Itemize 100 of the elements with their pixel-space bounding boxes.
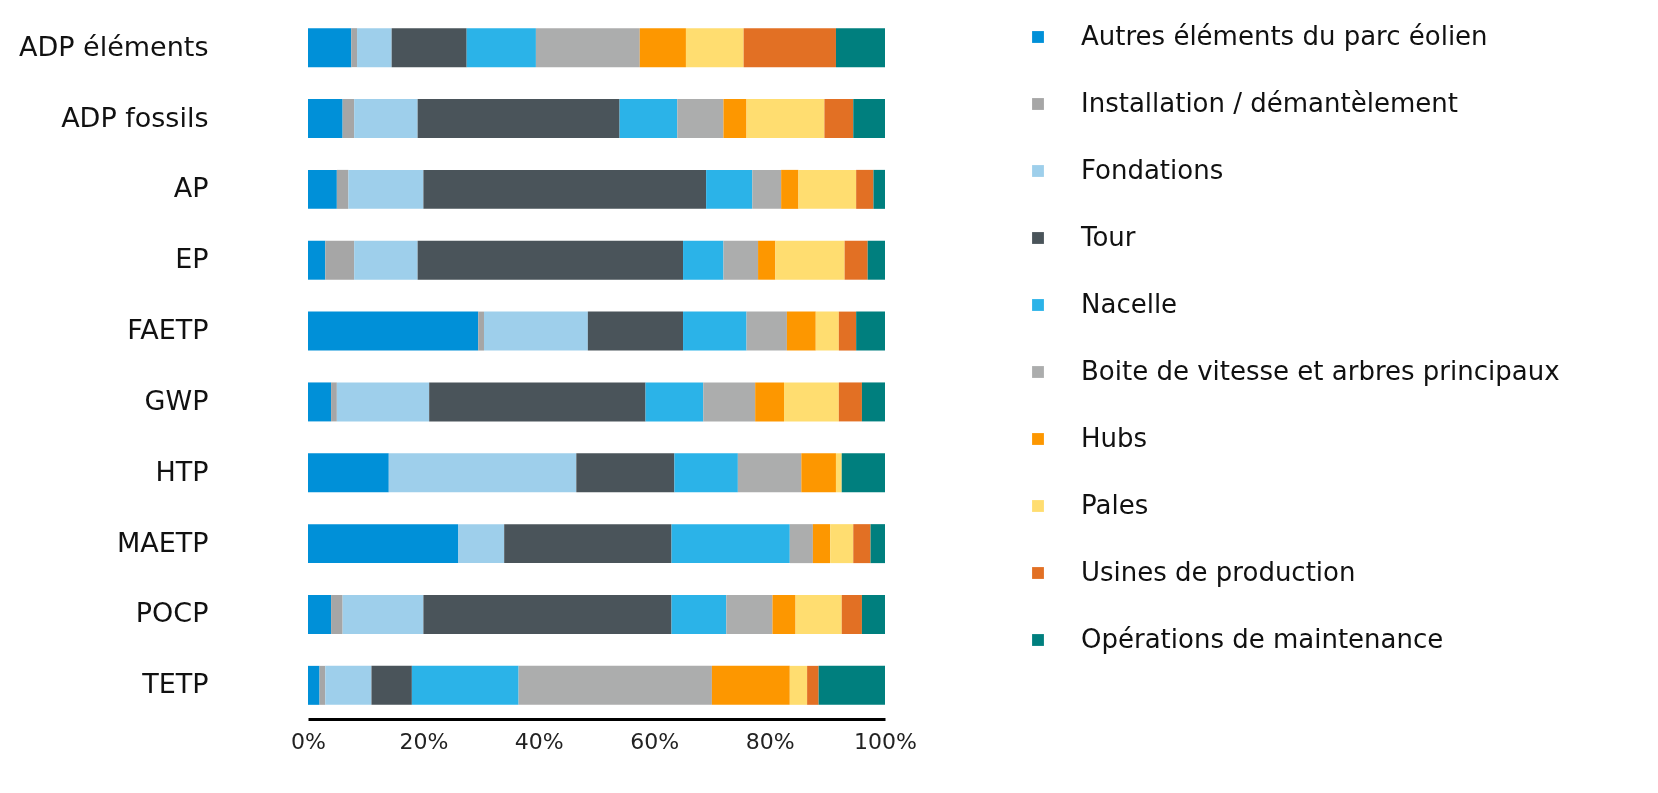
bar (789, 524, 813, 564)
bar (844, 240, 868, 280)
bar (371, 665, 412, 705)
y-tick-label: ADP fossils (61, 101, 209, 133)
x-tick-label: 60% (630, 728, 680, 754)
bar (677, 99, 724, 138)
bar (354, 99, 418, 138)
bar (331, 382, 337, 422)
x-tick-label: 40% (514, 728, 564, 754)
bar (391, 28, 467, 68)
bar (336, 382, 430, 422)
bar (458, 524, 505, 564)
bar (798, 169, 857, 209)
x-tick-label: 0% (291, 728, 326, 754)
bar (348, 169, 424, 209)
y-tick-label: MAETP (116, 526, 209, 558)
y-tick-label: POCP (135, 597, 209, 629)
y-tick-label: GWP (144, 384, 209, 416)
bar (685, 28, 744, 68)
bar (841, 453, 885, 493)
legend-label: Installation / démantèlement (1081, 88, 1458, 118)
bar (535, 28, 640, 68)
bar (838, 382, 862, 422)
bar (351, 28, 358, 68)
legend-label: Hubs (1081, 423, 1148, 453)
bar (331, 595, 343, 634)
bar (784, 382, 839, 422)
legend-label: Opérations de maintenance (1081, 624, 1444, 654)
bar (354, 240, 418, 280)
bar (357, 28, 392, 68)
x-tick-label: 80% (745, 728, 795, 754)
bar (873, 169, 885, 209)
bar (411, 665, 519, 705)
bar (786, 311, 816, 351)
bar (423, 169, 707, 209)
bar (683, 240, 724, 280)
bar (853, 524, 871, 564)
bar (478, 311, 484, 351)
bar (429, 382, 646, 422)
bar (308, 665, 320, 705)
bar (671, 524, 790, 564)
bar (518, 665, 712, 705)
bar (308, 240, 326, 280)
bar (703, 382, 756, 422)
bar (861, 595, 885, 634)
legend-label: Autres éléments du parc éolien (1081, 21, 1488, 51)
bar (726, 595, 773, 634)
y-tick-label: EP (175, 243, 209, 275)
bar (856, 311, 885, 351)
bar (576, 453, 675, 493)
bar (752, 169, 782, 209)
legend-label: Fondations (1081, 155, 1224, 185)
bar (772, 595, 796, 634)
bar (336, 169, 349, 209)
bar (504, 524, 672, 564)
bar (746, 311, 787, 351)
bar (308, 28, 352, 68)
bar (815, 311, 839, 351)
bar (645, 382, 704, 422)
legend-label: Boite de vitesse et arbres principaux (1081, 356, 1560, 386)
bar (674, 453, 738, 493)
bar (388, 453, 577, 493)
bar (325, 240, 355, 280)
bar (308, 524, 459, 564)
bar (417, 99, 620, 138)
bar (619, 99, 678, 138)
bar (807, 665, 819, 705)
bar (308, 169, 337, 209)
bar (824, 99, 854, 138)
bar (325, 665, 372, 705)
x-tick-label: 100% (854, 728, 917, 754)
bar (755, 382, 785, 422)
bar (417, 240, 684, 280)
bar (775, 240, 845, 280)
bar (671, 595, 727, 634)
bar (781, 169, 799, 209)
bar (830, 524, 854, 564)
bar (758, 240, 776, 280)
bar (483, 311, 588, 351)
y-tick-label: AP (173, 172, 209, 204)
bar (639, 28, 686, 68)
bar (853, 99, 885, 138)
bar (838, 311, 857, 351)
bar (723, 99, 747, 138)
x-tick-label: 20% (399, 728, 449, 754)
y-tick-label: FAETP (127, 314, 209, 346)
bar (801, 453, 836, 493)
bar (423, 595, 672, 634)
bar (789, 665, 808, 705)
bar (835, 453, 842, 493)
bar (856, 169, 874, 209)
bar (737, 453, 802, 493)
bar (308, 99, 343, 138)
bar (818, 665, 885, 705)
bar (587, 311, 684, 351)
bar (870, 524, 885, 564)
bar (711, 665, 790, 705)
bar (308, 453, 389, 493)
legend-label: Usines de production (1081, 557, 1356, 587)
bar (706, 169, 753, 209)
